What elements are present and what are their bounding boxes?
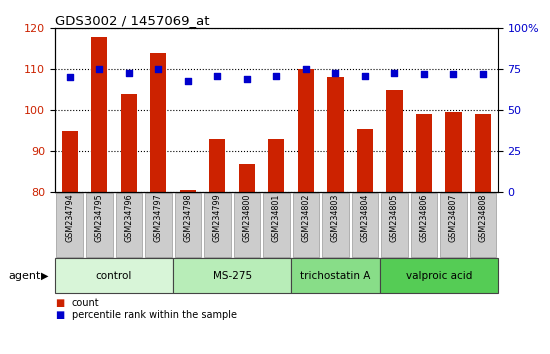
FancyBboxPatch shape: [351, 193, 378, 257]
Text: MS-275: MS-275: [212, 271, 252, 281]
Point: [124, 70, 133, 75]
Text: GSM234796: GSM234796: [124, 194, 133, 242]
Text: ▶: ▶: [41, 271, 49, 281]
Point: [183, 78, 192, 84]
Point: [420, 72, 428, 77]
Bar: [209, 139, 226, 192]
Bar: [475, 114, 491, 192]
Bar: [298, 69, 314, 192]
Text: GSM234794: GSM234794: [65, 194, 74, 242]
FancyBboxPatch shape: [322, 193, 349, 257]
Point: [390, 70, 399, 75]
Text: ■: ■: [55, 310, 64, 320]
Bar: [268, 139, 284, 192]
Bar: [62, 131, 78, 192]
Point: [95, 67, 103, 72]
FancyBboxPatch shape: [234, 193, 260, 257]
Text: GSM234805: GSM234805: [390, 194, 399, 242]
Text: GSM234808: GSM234808: [478, 194, 487, 242]
FancyBboxPatch shape: [174, 193, 201, 257]
Point: [272, 73, 280, 79]
Text: GSM234799: GSM234799: [213, 194, 222, 242]
FancyBboxPatch shape: [86, 193, 113, 257]
Point: [213, 73, 222, 79]
Text: GSM234803: GSM234803: [331, 194, 340, 242]
Text: GDS3002 / 1457069_at: GDS3002 / 1457069_at: [55, 14, 210, 27]
FancyBboxPatch shape: [379, 258, 498, 293]
Bar: [91, 36, 107, 192]
Text: GSM234802: GSM234802: [301, 194, 310, 242]
FancyBboxPatch shape: [440, 193, 467, 257]
Text: ■: ■: [55, 298, 64, 308]
FancyBboxPatch shape: [145, 193, 172, 257]
Text: GSM234801: GSM234801: [272, 194, 281, 242]
FancyBboxPatch shape: [263, 193, 290, 257]
Bar: [239, 164, 255, 192]
Point: [243, 76, 251, 82]
Bar: [416, 114, 432, 192]
Text: control: control: [96, 271, 132, 281]
Bar: [327, 78, 344, 192]
Text: GSM234798: GSM234798: [183, 194, 192, 242]
FancyBboxPatch shape: [291, 258, 379, 293]
Text: percentile rank within the sample: percentile rank within the sample: [72, 310, 236, 320]
Text: agent: agent: [8, 271, 41, 281]
Text: valproic acid: valproic acid: [405, 271, 472, 281]
Bar: [180, 190, 196, 192]
FancyBboxPatch shape: [293, 193, 319, 257]
Point: [449, 72, 458, 77]
Text: GSM234806: GSM234806: [420, 194, 428, 242]
Bar: [386, 90, 403, 192]
Point: [360, 73, 369, 79]
Text: GSM234795: GSM234795: [95, 194, 104, 242]
Text: GSM234797: GSM234797: [154, 194, 163, 242]
Text: GSM234800: GSM234800: [243, 194, 251, 242]
FancyBboxPatch shape: [470, 193, 496, 257]
Bar: [150, 53, 167, 192]
FancyBboxPatch shape: [57, 193, 83, 257]
Point: [301, 67, 310, 72]
Point: [478, 72, 487, 77]
Bar: [120, 94, 137, 192]
Point: [154, 67, 163, 72]
FancyBboxPatch shape: [381, 193, 408, 257]
Bar: [446, 112, 461, 192]
FancyBboxPatch shape: [116, 193, 142, 257]
Text: count: count: [72, 298, 99, 308]
FancyBboxPatch shape: [55, 258, 173, 293]
Point: [331, 70, 340, 75]
FancyBboxPatch shape: [173, 258, 291, 293]
Text: trichostatin A: trichostatin A: [300, 271, 371, 281]
Text: GSM234804: GSM234804: [360, 194, 370, 242]
FancyBboxPatch shape: [204, 193, 230, 257]
FancyBboxPatch shape: [411, 193, 437, 257]
Point: [65, 75, 74, 80]
Text: GSM234807: GSM234807: [449, 194, 458, 242]
Bar: [357, 129, 373, 192]
